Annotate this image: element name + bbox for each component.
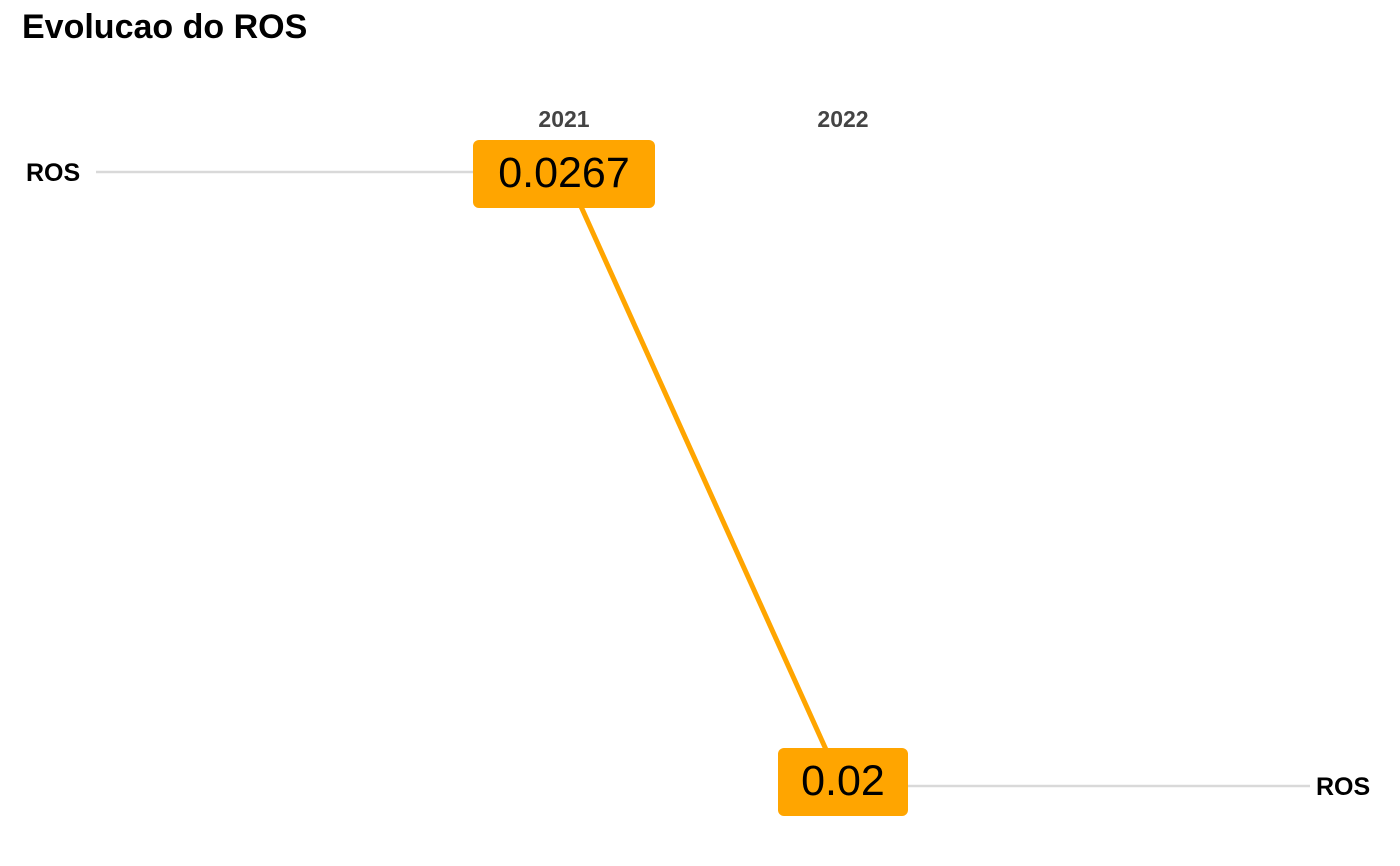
plot-clip-mask: [700, 817, 1000, 866]
data-label-2022: 0.02: [801, 757, 885, 805]
column-label-2021: 2021: [538, 106, 589, 132]
data-point-box-2022: [778, 748, 908, 816]
chart-title: Evolucao do ROS: [22, 8, 308, 46]
column-label-2022: 2022: [817, 106, 868, 132]
series-line-ros: [576, 200, 831, 756]
row-label-left: ROS: [26, 159, 80, 187]
data-label-2021: 0.0267: [498, 149, 630, 197]
row-label-right: ROS: [1316, 773, 1370, 801]
data-point-box-2021: [473, 140, 655, 208]
